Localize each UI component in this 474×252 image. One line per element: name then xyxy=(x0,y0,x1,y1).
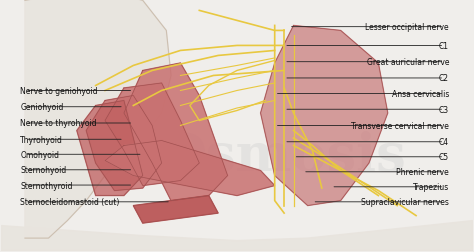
Text: C1: C1 xyxy=(439,42,449,51)
Polygon shape xyxy=(25,0,171,238)
Text: Transverse cervical nerve: Transverse cervical nerve xyxy=(351,121,449,131)
Polygon shape xyxy=(105,84,199,186)
Text: Great auricular nerve: Great auricular nerve xyxy=(366,58,449,67)
Text: Sternohyoid: Sternohyoid xyxy=(20,166,66,175)
Polygon shape xyxy=(1,221,473,251)
Text: Sternocleidomastoid (cut): Sternocleidomastoid (cut) xyxy=(20,198,119,206)
Text: C4: C4 xyxy=(439,138,449,147)
Text: Phrenic nerve: Phrenic nerve xyxy=(396,168,449,177)
Text: Nerve to geniohyoid: Nerve to geniohyoid xyxy=(20,87,98,96)
Polygon shape xyxy=(124,64,228,201)
Text: Nerve to thyrohyoid: Nerve to thyrohyoid xyxy=(20,119,97,128)
Text: Supraclavicular nerves: Supraclavicular nerves xyxy=(361,198,449,206)
Text: Lesser occipital nerve: Lesser occipital nerve xyxy=(365,23,449,32)
Text: Geniohyoid: Geniohyoid xyxy=(20,103,64,112)
Polygon shape xyxy=(77,101,143,196)
Text: C3: C3 xyxy=(439,105,449,114)
Polygon shape xyxy=(105,141,275,196)
Text: C5: C5 xyxy=(439,153,449,162)
Text: C2: C2 xyxy=(439,74,449,83)
Polygon shape xyxy=(133,196,218,223)
Text: Osmosis: Osmosis xyxy=(161,131,407,181)
Polygon shape xyxy=(86,96,162,191)
Text: Omohyoid: Omohyoid xyxy=(20,150,59,159)
Text: Thyrohyoid: Thyrohyoid xyxy=(20,135,63,144)
Text: Sternothyroid: Sternothyroid xyxy=(20,181,73,190)
Text: Ansa cervicalis: Ansa cervicalis xyxy=(392,90,449,99)
Text: Trapezius: Trapezius xyxy=(413,183,449,192)
Polygon shape xyxy=(261,26,388,206)
